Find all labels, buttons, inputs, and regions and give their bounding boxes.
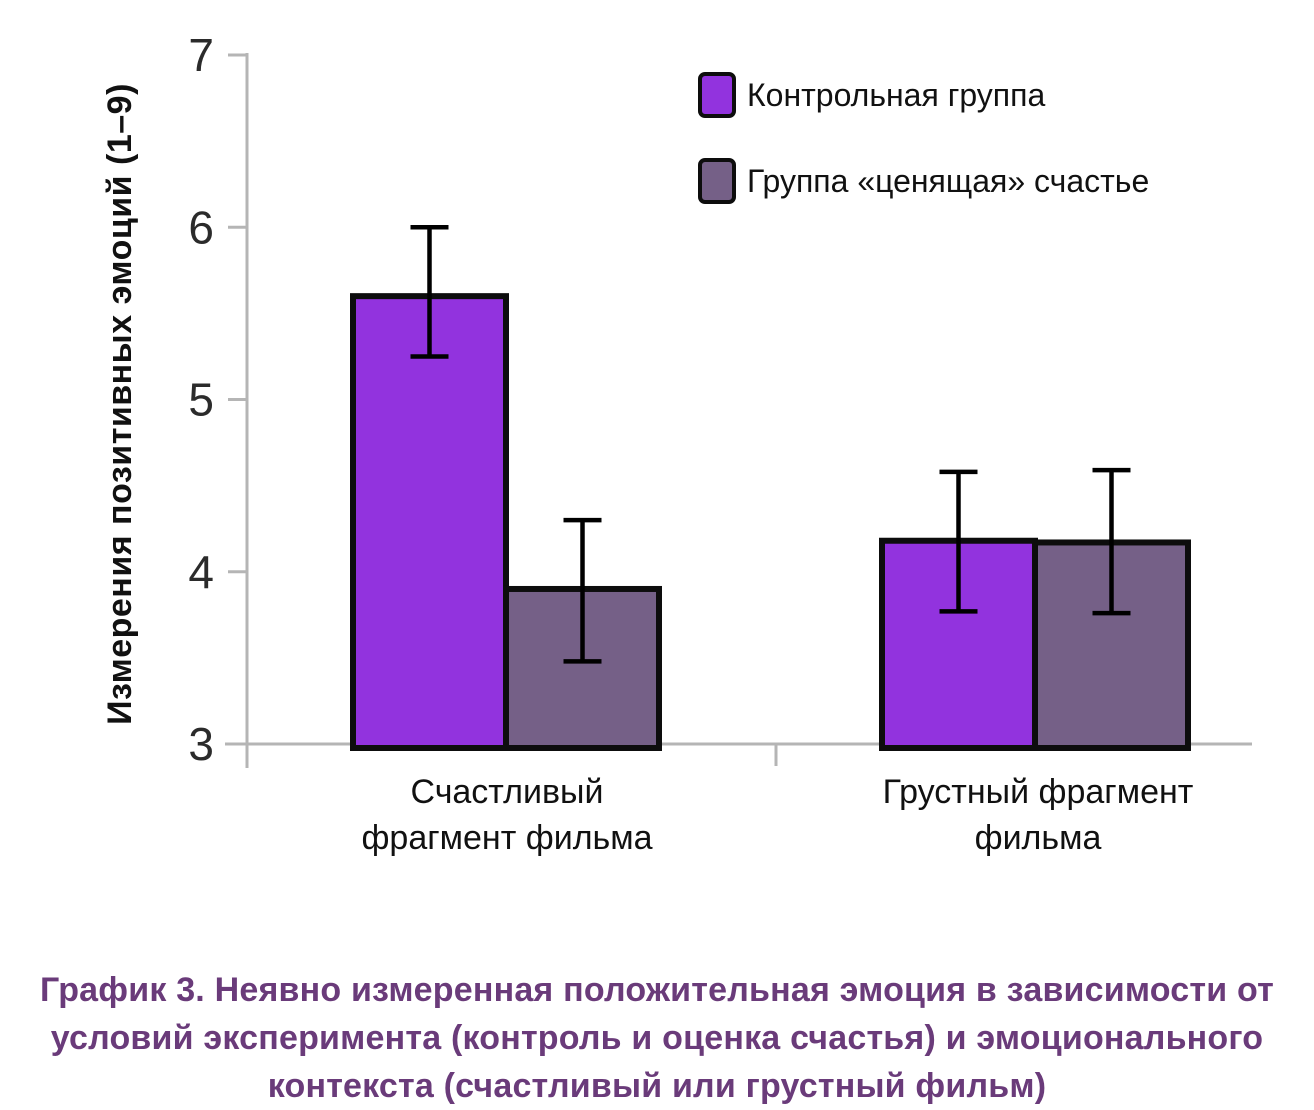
legend-swatch-valuing-happiness: [698, 158, 736, 204]
figure-caption-line: условий эксперимента (контроль и оценка …: [50, 1019, 1264, 1057]
error-bars: [410, 225, 1131, 664]
x-category-label-line: фильма: [974, 819, 1102, 857]
error-bar-valuing-happiness-sad-film: [1092, 467, 1131, 616]
bar-chart: 3 4 5 6 7: [188, 29, 1252, 770]
bar-control-happy-film: [350, 293, 509, 751]
x-category-label-happy-film: Счастливый фрагмент фильма: [297, 769, 717, 861]
error-bar-control-happy-film: [410, 225, 449, 359]
y-tick-label-4: 4: [188, 546, 214, 598]
y-tick-label-5: 5: [188, 374, 214, 426]
y-ticks: 3 4 5 6 7: [188, 29, 247, 770]
y-axis-title: Измерения позитивных эмоций (1–9): [101, 83, 139, 725]
legend-item-control: Контрольная группа: [698, 71, 1149, 119]
x-category-label-line: фрагмент фильма: [361, 819, 653, 857]
y-tick-label-6: 6: [188, 201, 214, 253]
legend: Контрольная группа Группа «ценящая» счас…: [698, 71, 1149, 243]
y-tick-label-7: 7: [188, 29, 214, 81]
y-tick-label-3: 3: [188, 718, 214, 770]
figure-caption-line: контекста (счастливый или грустный фильм…: [267, 1067, 1047, 1105]
error-bar-control-sad-film: [939, 469, 978, 614]
legend-label-valuing-happiness: Группа «ценящая» счастье: [747, 162, 1150, 199]
x-category-label-line: Счастливый: [410, 773, 604, 811]
x-category-label-sad-film: Грустный фрагмент фильма: [828, 769, 1248, 861]
legend-label-control: Контрольная группа: [747, 76, 1046, 113]
legend-swatch-control: [698, 72, 736, 118]
x-category-label-line: Грустный фрагмент: [882, 773, 1194, 811]
error-bar-valuing-happiness-happy-film: [563, 517, 602, 664]
figure-caption: График 3. Неявно измеренная положительна…: [0, 966, 1314, 1110]
figure-caption-line: График 3. Неявно измеренная положительна…: [40, 971, 1274, 1009]
legend-item-valuing-happiness: Группа «ценящая» счастье: [698, 157, 1149, 205]
bars: [350, 293, 1191, 752]
